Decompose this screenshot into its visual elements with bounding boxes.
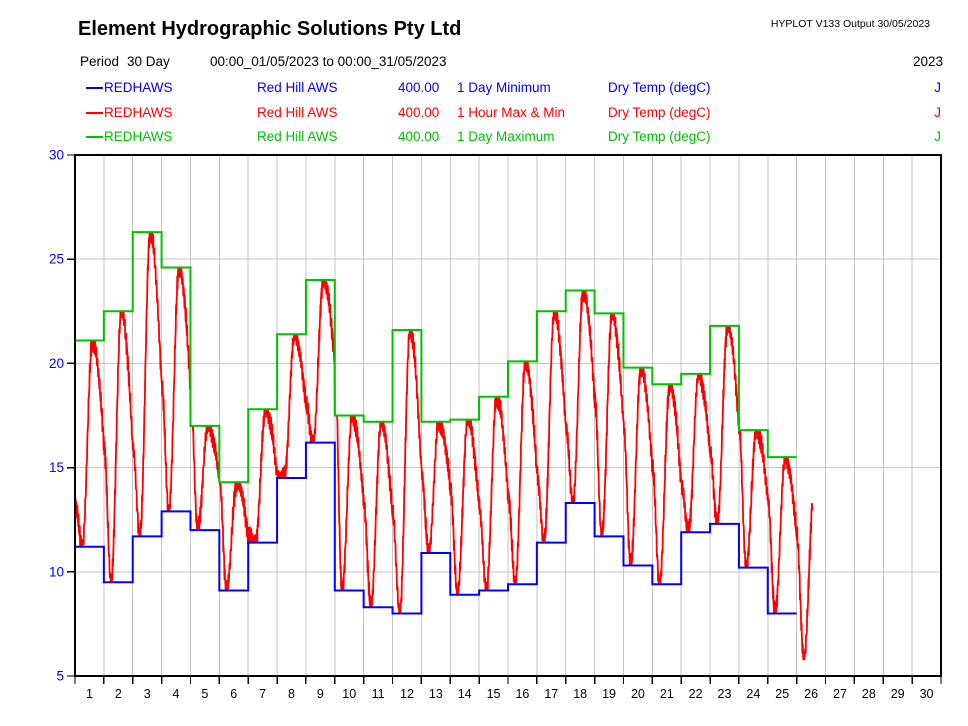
svg-text:20: 20 xyxy=(631,687,645,701)
legend-trace-description: 1 Day Maximum xyxy=(457,129,555,144)
svg-text:11: 11 xyxy=(372,687,385,701)
legend-station-name: Red Hill AWS xyxy=(257,129,338,144)
legend-row-hourly: REDHAWS Red Hill AWS 400.00 1 Hour Max &… xyxy=(0,105,968,122)
svg-text:1: 1 xyxy=(86,687,93,701)
svg-text:12: 12 xyxy=(400,687,414,701)
svg-text:13: 13 xyxy=(429,687,443,701)
svg-text:6: 6 xyxy=(230,687,237,701)
legend-variable-unit: Dry Temp (degC) xyxy=(608,129,711,144)
grid-lines xyxy=(75,155,941,676)
x-axis-labels: 1 2 3 4 5 6 7 8 9 10 11 12 13 14 15 16 17 18 19 20 21 22 23 24 2… xyxy=(86,687,934,701)
legend-row-min: REDHAWS Red Hill AWS 400.00 1 Day Minimu… xyxy=(0,80,968,97)
svg-text:14: 14 xyxy=(458,687,472,701)
svg-text:10: 10 xyxy=(342,687,356,701)
legend-row-max: REDHAWS Red Hill AWS 400.00 1 Day Maximu… xyxy=(0,129,968,146)
svg-text:18: 18 xyxy=(573,687,587,701)
legend-trace-description: 1 Day Minimum xyxy=(457,80,551,95)
legend-site-code: REDHAWS xyxy=(104,105,173,120)
period-label: Period xyxy=(80,54,120,69)
svg-text:29: 29 xyxy=(891,687,905,701)
y-axis-labels: 30 25 20 15 10 5 xyxy=(49,148,64,684)
svg-text:22: 22 xyxy=(689,687,703,701)
svg-text:20: 20 xyxy=(49,356,64,371)
svg-text:5: 5 xyxy=(201,687,208,701)
series-hourly-max-min-line xyxy=(74,231,814,661)
period-duration: 30 Day xyxy=(127,54,170,69)
svg-text:24: 24 xyxy=(746,687,760,701)
svg-text:9: 9 xyxy=(317,687,324,701)
legend-quality-code: J xyxy=(934,105,941,120)
legend-site-code: REDHAWS xyxy=(104,129,173,144)
svg-text:30: 30 xyxy=(49,148,64,163)
legend-quality-code: J xyxy=(934,80,941,95)
series-daily-min-line xyxy=(75,441,797,615)
svg-text:4: 4 xyxy=(173,687,180,701)
page-title: Element Hydrographic Solutions Pty Ltd xyxy=(78,18,462,40)
svg-text:28: 28 xyxy=(862,687,876,701)
legend-quality-code: J xyxy=(934,129,941,144)
svg-text:27: 27 xyxy=(833,687,847,701)
hourly-line-swatch-icon xyxy=(86,112,103,114)
svg-text:8: 8 xyxy=(288,687,295,701)
svg-text:15: 15 xyxy=(487,687,501,701)
svg-text:7: 7 xyxy=(259,687,266,701)
svg-text:5: 5 xyxy=(56,669,64,684)
svg-text:15: 15 xyxy=(49,460,64,475)
svg-text:16: 16 xyxy=(515,687,529,701)
legend-trace-description: 1 Hour Max & Min xyxy=(457,105,566,120)
svg-text:25: 25 xyxy=(775,687,789,701)
legend-station-name: Red Hill AWS xyxy=(257,105,338,120)
svg-text:23: 23 xyxy=(718,687,732,701)
legend-variable-unit: Dry Temp (degC) xyxy=(608,80,711,95)
axis-ticks xyxy=(67,154,942,684)
legend-variable-code: 400.00 xyxy=(398,105,440,120)
svg-text:25: 25 xyxy=(49,252,64,267)
legend-variable-code: 400.00 xyxy=(398,80,440,95)
legend-variable-unit: Dry Temp (degC) xyxy=(608,105,711,120)
legend-station-name: Red Hill AWS xyxy=(257,80,338,95)
period-range: 00:00_01/05/2023 to 00:00_31/05/2023 xyxy=(210,54,447,69)
legend-variable-code: 400.00 xyxy=(398,129,440,144)
period-year: 2023 xyxy=(912,54,943,69)
svg-text:3: 3 xyxy=(144,687,151,701)
svg-text:17: 17 xyxy=(544,687,558,701)
hyplot-version-stamp: HYPLOT V133 Output 30/05/2023 xyxy=(770,18,930,30)
min-line-swatch-icon xyxy=(86,87,103,89)
svg-text:30: 30 xyxy=(920,687,934,701)
legend-site-code: REDHAWS xyxy=(104,80,173,95)
max-line-swatch-icon xyxy=(86,136,103,138)
svg-text:2: 2 xyxy=(115,687,122,701)
svg-text:10: 10 xyxy=(49,564,64,579)
svg-text:21: 21 xyxy=(660,687,674,701)
series-daily-max-line xyxy=(75,231,797,484)
svg-text:19: 19 xyxy=(602,687,616,701)
svg-text:26: 26 xyxy=(804,687,818,701)
